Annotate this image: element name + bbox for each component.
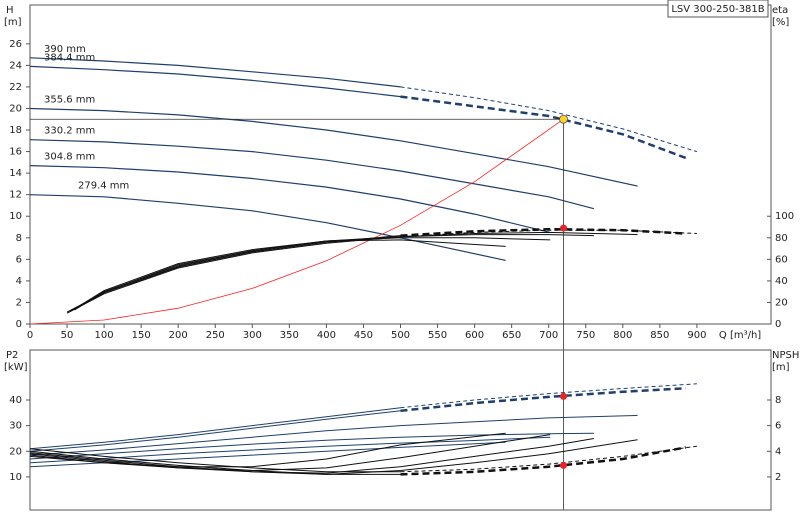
curve [400,383,697,409]
curve [29,450,401,475]
x-axis-label: Q [m³/h] [719,330,761,341]
x-tick-label: 250 [206,330,225,341]
y-tick-label: 30 [9,421,22,432]
curve-label: 390 mm [44,44,86,55]
chart-title: LSV 300-250-381B [671,4,764,15]
duty-marker [560,461,568,469]
y2-tick-label: 8 [775,395,781,406]
x-tick-label: 700 [539,330,558,341]
x-tick-label: 550 [428,330,447,341]
curve [29,118,564,325]
operating-point [559,114,568,124]
title-box [667,0,769,18]
y-tick-label: 26 [9,39,22,50]
curve [400,95,687,160]
x-tick-label: 200 [169,330,188,341]
curve [29,65,401,98]
x-tick-label: 0 [27,330,33,341]
curve [74,237,551,311]
curve [29,407,401,450]
curve [400,386,686,413]
x-tick-label: 300 [243,330,262,341]
curve [29,139,595,210]
y-tick-label: 2 [16,297,22,308]
y2-axis-label: NPSH [772,350,799,361]
curve-label: 384.4 mm [44,52,95,63]
y-axis-label: H [6,5,14,16]
curve [29,432,594,460]
x-tick-label: 350 [280,330,299,341]
y-tick-label: 22 [9,82,22,93]
curve [29,165,551,233]
x-tick-label: 450 [354,330,373,341]
curve-label: 355.6 mm [44,94,95,105]
y-axis-unit: [kW] [4,362,28,373]
y-tick-label: 6 [16,254,22,265]
curve [400,227,686,237]
curve [66,236,401,314]
y-tick-label: 16 [9,147,22,158]
y-tick-label: 14 [9,168,22,179]
x-tick-label: 400 [317,330,336,341]
curve [400,445,697,473]
duty-marker [560,392,568,400]
y-tick-label: 0 [16,319,22,330]
x-tick-label: 600 [465,330,484,341]
curve [400,446,687,476]
plot-frame [29,349,772,511]
curve [29,439,638,475]
curve [29,57,401,88]
y-tick-label: 8 [16,233,22,244]
y-tick-label: 24 [9,60,22,71]
x-tick-label: 900 [687,330,706,341]
x-tick-label: 800 [613,330,632,341]
x-tick-label: 750 [576,330,595,341]
x-tick-label: 100 [95,330,114,341]
y-tick-label: 10 [9,211,22,222]
curve [29,432,506,468]
y2-tick-label: 40 [775,276,788,287]
x-tick-label: 50 [61,330,74,341]
y-axis-label: P2 [6,350,18,361]
y2-tick-label: 100 [775,211,794,222]
y-tick-label: 20 [9,103,22,114]
y2-axis-unit: [m] [772,362,790,373]
curve [29,107,638,187]
curve [70,231,638,312]
y2-tick-label: 6 [775,421,781,432]
y2-tick-label: 0 [775,319,781,330]
x-tick-label: 850 [650,330,669,341]
curve-label: 279.4 mm [78,181,129,192]
y-tick-label: 20 [9,446,22,457]
curve [29,414,638,456]
curve [74,239,506,310]
y2-tick-label: 80 [775,233,788,244]
y2-axis-unit: [%] [772,17,789,28]
curve [29,410,401,452]
y2-axis-label: eta [772,5,788,16]
y-tick-label: 18 [9,125,22,136]
y-axis-unit: [m] [4,17,22,28]
y2-tick-label: 4 [775,446,781,457]
y2-tick-label: 2 [775,472,781,483]
y-tick-label: 4 [16,276,22,287]
x-tick-label: 500 [391,330,410,341]
x-tick-label: 150 [132,330,151,341]
y-tick-label: 10 [9,472,22,483]
y2-tick-label: 20 [775,297,788,308]
curve [400,86,698,153]
x-tick-label: 650 [502,330,521,341]
curve-label: 304.8 mm [44,152,95,163]
y-tick-label: 40 [9,395,22,406]
y2-tick-label: 60 [775,254,788,265]
duty-marker [560,224,568,232]
y-tick-label: 12 [9,190,22,201]
curve-label: 330.2 mm [44,126,95,137]
